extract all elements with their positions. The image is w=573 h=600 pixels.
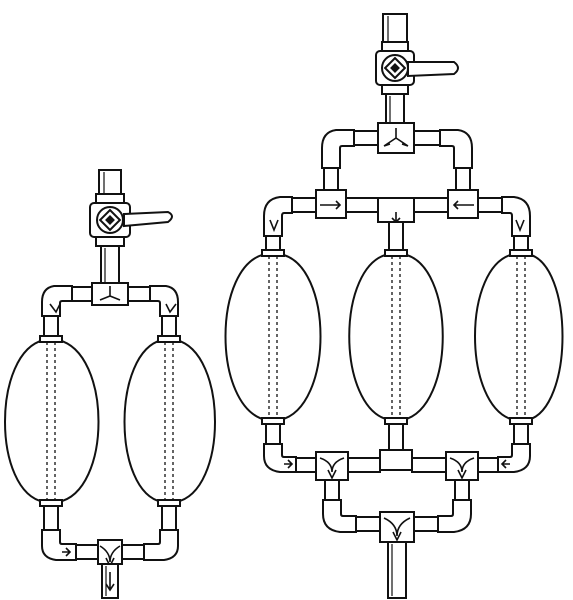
left-bottom-elbow-left	[41, 529, 77, 561]
left-bottom-run-right	[119, 544, 145, 560]
right-manifold-elbow-left	[263, 196, 293, 237]
right-collect-elbow-right	[437, 499, 472, 533]
right-stem-pipe	[385, 93, 405, 125]
right-collect-run-left	[355, 516, 381, 532]
left-bulb-1	[4, 335, 100, 507]
left-assembly	[4, 169, 216, 599]
right-manifold-tee-2	[377, 197, 415, 224]
right-lower-run-3	[411, 457, 447, 473]
right-bulb-3	[474, 249, 564, 425]
left-valve	[89, 193, 173, 247]
left-pipe-a-lower	[43, 505, 59, 533]
right-manifold-run-2	[345, 197, 379, 213]
right-pipe-a-lower	[265, 423, 281, 447]
left-bulb-2	[123, 335, 216, 507]
right-manifold-run-4	[477, 197, 505, 213]
right-drop-left	[323, 167, 339, 191]
right-lower-run-2	[347, 457, 381, 473]
right-drop-right	[455, 167, 471, 191]
right-bulb-2	[348, 249, 444, 425]
right-valve	[375, 41, 459, 95]
left-stem-pipe	[100, 245, 120, 285]
right-manifold-run-3	[413, 197, 449, 213]
left-top-elbow-right	[149, 285, 179, 317]
right-manifold-elbow-right	[501, 196, 531, 237]
left-outlet-pipe	[101, 563, 119, 599]
right-collect-drop-right	[454, 479, 470, 503]
right-upper-run-right	[413, 130, 443, 146]
left-top-elbow-left	[41, 285, 73, 317]
left-pipe-b-lower	[161, 505, 177, 533]
right-collect-elbow-left	[322, 499, 357, 533]
right-upper-elbow-left	[321, 129, 355, 169]
right-upper-run-left	[351, 130, 379, 146]
right-collect-drop-left	[324, 479, 340, 503]
left-valve-handle	[123, 210, 173, 228]
right-upper-elbow-right	[439, 129, 473, 169]
right-lower-elbow-right	[497, 443, 531, 473]
left-bottom-run-left	[75, 544, 101, 560]
right-pipe-b-lower	[388, 423, 404, 453]
left-top-run-right	[127, 286, 153, 302]
right-upper-tee	[377, 122, 415, 154]
right-manifold-run-1	[289, 197, 317, 213]
left-bottom-elbow-right	[143, 529, 179, 561]
right-pipe-c-lower	[513, 423, 529, 447]
right-lower-elbow-left	[263, 443, 297, 473]
left-bottom-tee	[97, 539, 123, 568]
right-outlet-pipe	[387, 541, 407, 599]
right-lower-run-1	[295, 457, 317, 473]
right-valve-handle	[407, 61, 459, 78]
left-top-run-left	[69, 286, 93, 302]
left-inlet-pipe	[98, 169, 122, 197]
right-collect-run-right	[413, 516, 439, 532]
right-lower-tee-1	[315, 451, 349, 481]
right-collect-tee	[379, 511, 415, 543]
left-top-tee	[91, 282, 129, 306]
right-lower-tee-3	[445, 451, 479, 481]
right-inlet-pipe	[382, 13, 408, 45]
right-lower-tee-2	[379, 449, 413, 471]
right-assembly	[224, 13, 564, 599]
right-manifold-tee-1	[315, 189, 347, 219]
right-bulb-1	[224, 249, 322, 425]
right-manifold-tee-3	[447, 189, 479, 219]
right-lower-run-4	[477, 457, 499, 473]
